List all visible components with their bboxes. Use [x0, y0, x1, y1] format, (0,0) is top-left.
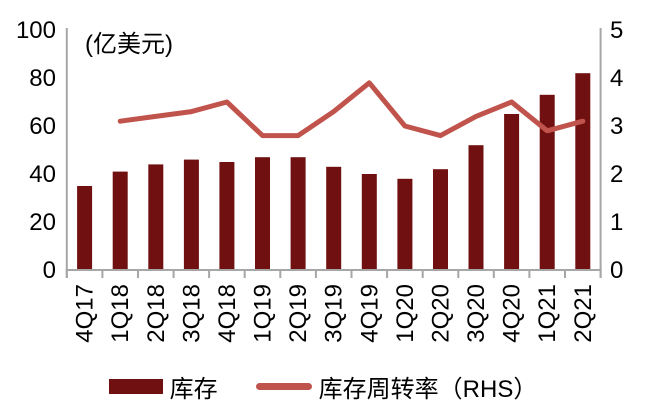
bar-4Q17 [77, 186, 93, 270]
left-axis-tick-label: 80 [29, 65, 56, 92]
bar-4Q19 [361, 174, 377, 270]
bar-3Q20 [468, 145, 484, 270]
turnover-line [117, 80, 586, 139]
x-axis-label-4Q20: 4Q20 [499, 284, 526, 343]
right-axis-tick-label: 4 [610, 65, 623, 92]
bar-1Q20 [397, 178, 413, 270]
x-axis-label-3Q18: 3Q18 [178, 284, 205, 343]
x-axis-label-1Q18: 1Q18 [107, 284, 134, 343]
x-axis-label-2Q20: 2Q20 [428, 284, 455, 343]
x-axis-label-1Q19: 1Q19 [250, 284, 277, 343]
left-axis-tick-label: 40 [29, 161, 56, 188]
left-axis-tick-label: 0 [43, 257, 56, 284]
right-axis-tick-label: 0 [610, 257, 623, 284]
bar-series-swatch-icon [108, 379, 163, 394]
left-axis-tick-label: 100 [16, 17, 56, 44]
x-axis-label-2Q19: 2Q19 [285, 284, 312, 343]
bar-2Q19 [290, 157, 306, 270]
bar-3Q19 [326, 166, 342, 270]
left-axis-tick-label: 20 [29, 209, 56, 236]
axis-unit-label: (亿美元) [85, 31, 173, 58]
right-axis-tick-label: 1 [610, 209, 623, 236]
bar-2Q20 [433, 169, 448, 270]
legend-item-turnover: 库存周转率（RHS） [255, 369, 538, 404]
x-axis-label-3Q19: 3Q19 [321, 284, 348, 343]
bar-1Q21 [539, 94, 555, 270]
bar-2Q18 [148, 164, 164, 270]
bar-4Q20 [504, 114, 520, 270]
x-axis-label-4Q19: 4Q19 [356, 284, 383, 343]
line-series-swatch-icon [255, 383, 312, 390]
x-axis-label-4Q18: 4Q18 [214, 284, 241, 343]
line-series-label: 库存周转率（RHS） [318, 376, 538, 403]
right-axis-tick-label: 5 [610, 17, 623, 44]
x-axis-label-2Q21: 2Q21 [570, 284, 597, 343]
legend: 库存 库存周转率（RHS） [0, 369, 646, 404]
bar-2Q21 [575, 73, 591, 270]
x-axis-label-1Q21: 1Q21 [534, 284, 561, 343]
right-axis-tick-label: 2 [610, 161, 623, 188]
right-axis-tick-label: 3 [610, 113, 623, 140]
legend-item-inventory: 库存 [108, 369, 218, 404]
x-axis-label-2Q18: 2Q18 [143, 284, 170, 343]
x-axis-label-3Q20: 3Q20 [463, 284, 490, 343]
bar-series-label: 库存 [169, 376, 218, 403]
x-axis-label-1Q20: 1Q20 [392, 284, 419, 343]
bar-1Q18 [112, 171, 128, 270]
bar-4Q18 [219, 162, 235, 270]
bar-3Q18 [183, 159, 199, 270]
bar-1Q19 [255, 157, 270, 270]
x-axis-label-4Q17: 4Q17 [72, 284, 99, 343]
left-axis-tick-label: 60 [29, 113, 56, 140]
